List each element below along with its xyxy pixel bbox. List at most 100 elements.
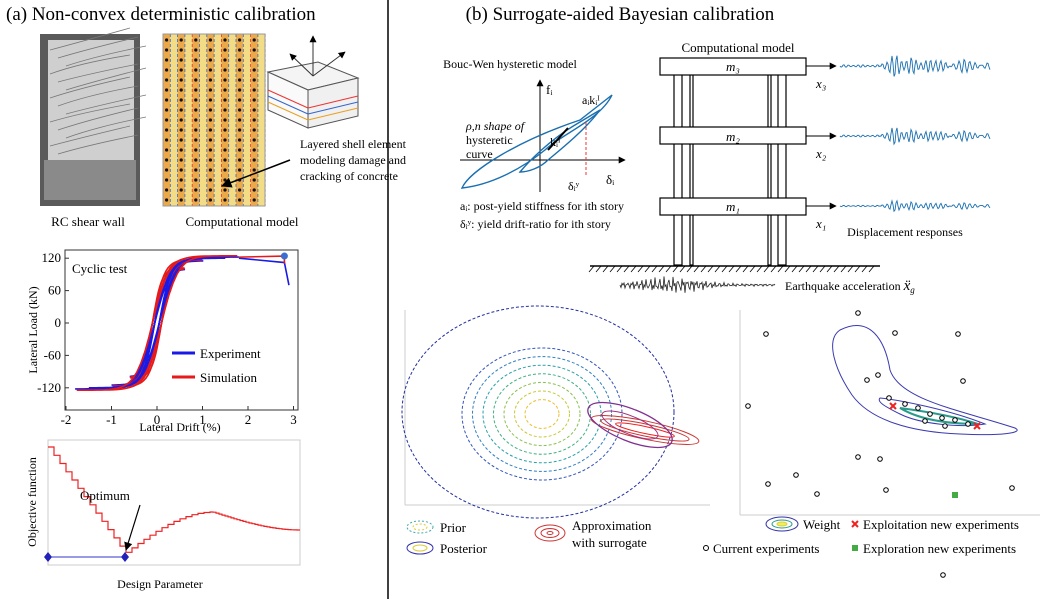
node bbox=[165, 128, 169, 132]
node bbox=[238, 128, 242, 132]
mass-label: m₂ bbox=[726, 129, 740, 144]
node bbox=[179, 58, 183, 62]
node bbox=[252, 68, 256, 72]
node bbox=[252, 98, 256, 102]
experiment-point bbox=[855, 454, 861, 460]
crack bbox=[49, 54, 131, 75]
disp-label: x₂ bbox=[815, 146, 827, 161]
crack bbox=[49, 125, 131, 147]
label: δᵢ bbox=[606, 172, 615, 187]
hatch-line bbox=[798, 265, 805, 273]
mass-label: m₃ bbox=[726, 59, 740, 74]
hatch-line bbox=[763, 265, 770, 273]
node bbox=[223, 118, 227, 122]
experiment-point bbox=[883, 487, 889, 493]
hatch-line bbox=[679, 265, 686, 273]
node bbox=[165, 158, 169, 162]
hatch-line bbox=[686, 265, 693, 273]
mesh-strip bbox=[214, 34, 222, 206]
hatch-line bbox=[609, 265, 616, 273]
photo-base bbox=[44, 160, 136, 200]
objective-plot bbox=[48, 446, 300, 553]
node bbox=[194, 128, 198, 132]
mesh-strip bbox=[243, 34, 251, 206]
hatch bbox=[588, 265, 875, 273]
hatch-line bbox=[637, 265, 644, 273]
node bbox=[165, 38, 169, 42]
legend-label: Simulation bbox=[200, 370, 258, 385]
legend-label: Exploitation new experiments bbox=[863, 517, 1019, 532]
experiment-point bbox=[922, 418, 928, 424]
crack bbox=[65, 45, 147, 67]
node bbox=[194, 98, 198, 102]
response-wave bbox=[839, 127, 991, 146]
node bbox=[223, 108, 227, 112]
ground-motion bbox=[619, 276, 776, 293]
experiment-point bbox=[1009, 485, 1015, 491]
disp-label: x₃ bbox=[815, 76, 826, 91]
node bbox=[223, 188, 227, 192]
node bbox=[223, 168, 227, 172]
legend-label: Prior bbox=[440, 520, 467, 535]
hatch-line bbox=[644, 265, 651, 273]
node bbox=[179, 98, 183, 102]
hatch-line bbox=[700, 265, 707, 273]
cyclic-plot: -2 -1 0 1 2 3 120 60 0 -60 -120 bbox=[37, 250, 297, 427]
node bbox=[194, 138, 198, 142]
node bbox=[165, 108, 169, 112]
node bbox=[238, 138, 242, 142]
node bbox=[194, 168, 198, 172]
node bbox=[223, 78, 227, 82]
note: δᵢʸ: yield drift-ratio for ith story bbox=[460, 217, 611, 231]
node bbox=[179, 168, 183, 172]
mass-label: m₁ bbox=[726, 199, 740, 214]
hatch-line bbox=[721, 265, 728, 273]
hatch-line bbox=[833, 265, 840, 273]
experiment-point bbox=[955, 331, 961, 337]
mesh-strip bbox=[170, 34, 178, 206]
node bbox=[252, 148, 256, 152]
hatch-line bbox=[749, 265, 756, 273]
node bbox=[179, 188, 183, 192]
hatch-line bbox=[728, 265, 735, 273]
crack bbox=[57, 134, 139, 155]
panel-title: (a) Non-convex deterministic calibration bbox=[6, 4, 316, 25]
node bbox=[194, 58, 198, 62]
experiment-point bbox=[814, 491, 820, 497]
hatch-line bbox=[742, 265, 749, 273]
hatch-line bbox=[588, 265, 595, 273]
label: hysteretic bbox=[466, 133, 513, 147]
node bbox=[179, 178, 183, 182]
experiment-plot bbox=[703, 310, 1040, 578]
node bbox=[208, 128, 212, 132]
node bbox=[238, 118, 242, 122]
plot-frame bbox=[64, 249, 299, 411]
node bbox=[252, 38, 256, 42]
node bbox=[165, 68, 169, 72]
node bbox=[238, 48, 242, 52]
node bbox=[165, 188, 169, 192]
node bbox=[238, 108, 242, 112]
crack bbox=[49, 76, 131, 99]
hatch-line bbox=[854, 265, 861, 273]
arrow bbox=[221, 159, 291, 188]
hatch-line bbox=[770, 265, 777, 273]
node bbox=[238, 158, 242, 162]
node bbox=[238, 58, 242, 62]
node bbox=[179, 38, 183, 42]
prior-contour bbox=[514, 390, 570, 438]
hatch-line bbox=[693, 265, 700, 273]
node bbox=[165, 138, 169, 142]
node bbox=[238, 38, 242, 42]
note: aᵢ: post-yield stiffness for ith story bbox=[460, 199, 624, 213]
node bbox=[223, 128, 227, 132]
node bbox=[179, 198, 183, 202]
experiment-point bbox=[763, 331, 769, 337]
hysteresis bbox=[460, 94, 613, 189]
node bbox=[238, 88, 242, 92]
hatch-line bbox=[623, 265, 630, 273]
mesh-strip bbox=[228, 34, 236, 206]
crack bbox=[49, 27, 131, 51]
x-tick-label: -1 bbox=[106, 412, 117, 427]
node bbox=[238, 188, 242, 192]
